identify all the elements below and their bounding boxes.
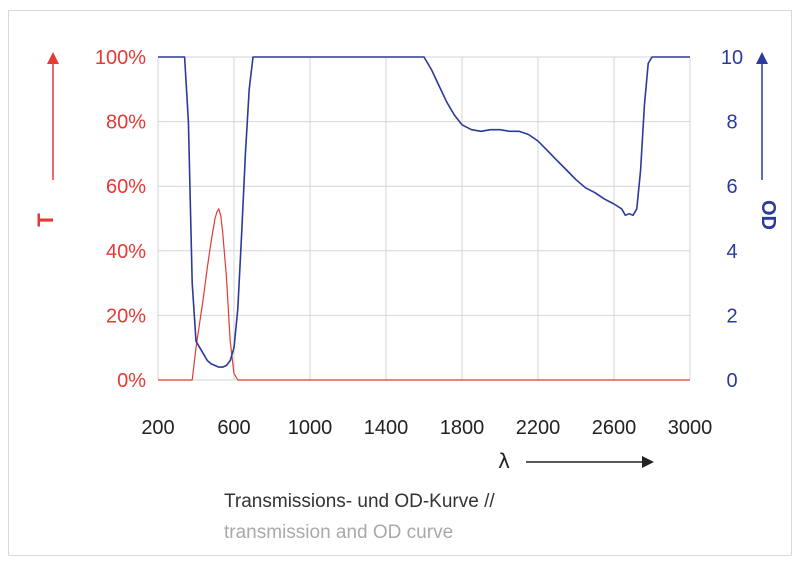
y-right-tick-label: 2 [726,305,737,327]
y-right-tick-label: 0 [726,370,737,392]
x-tick-label: 600 [217,417,250,439]
y-left-tick-label: 100% [95,47,146,69]
y-left-tick-label: 0% [117,370,146,392]
x-tick-label: 200 [141,417,174,439]
y-left-tick-label: 20% [106,305,146,327]
grid [157,56,691,381]
x-tick-label: 1800 [440,417,485,439]
caption-line-2: transmission and OD curve [224,522,454,543]
y-right-tick-label: 6 [726,176,737,198]
x-tick-label: 3000 [668,417,713,439]
y-left-ticks: 0% 20% 40% 60% 80% 100% [95,47,146,392]
caption-line-1: Transmissions- und OD-Kurve // [224,491,495,512]
y-left-tick-label: 40% [106,241,146,263]
x-tick-label: 2600 [592,417,637,439]
series-line-od [158,56,690,368]
chart-frame [8,10,792,556]
y-right-label: OD [757,200,779,230]
y-right-ticks: 0 2 4 6 8 10 [721,47,743,392]
y-right-tick-label: 10 [721,47,743,69]
y-right-tick-label: 8 [726,112,737,134]
x-tick-label: 2200 [516,417,561,439]
y-left-label: T [33,213,58,227]
series-line-t [158,208,690,381]
x-tick-label: 1000 [288,417,333,439]
y-left-tick-label: 80% [106,112,146,134]
y-left-tick-label: 60% [106,176,146,198]
series-layer [158,56,690,381]
x-ticks: 200 600 1000 1400 1800 2200 2600 3000 [141,417,712,439]
x-tick-label: 1400 [364,417,409,439]
x-axis-label: λ [498,449,510,473]
y-right-tick-label: 4 [726,241,737,263]
